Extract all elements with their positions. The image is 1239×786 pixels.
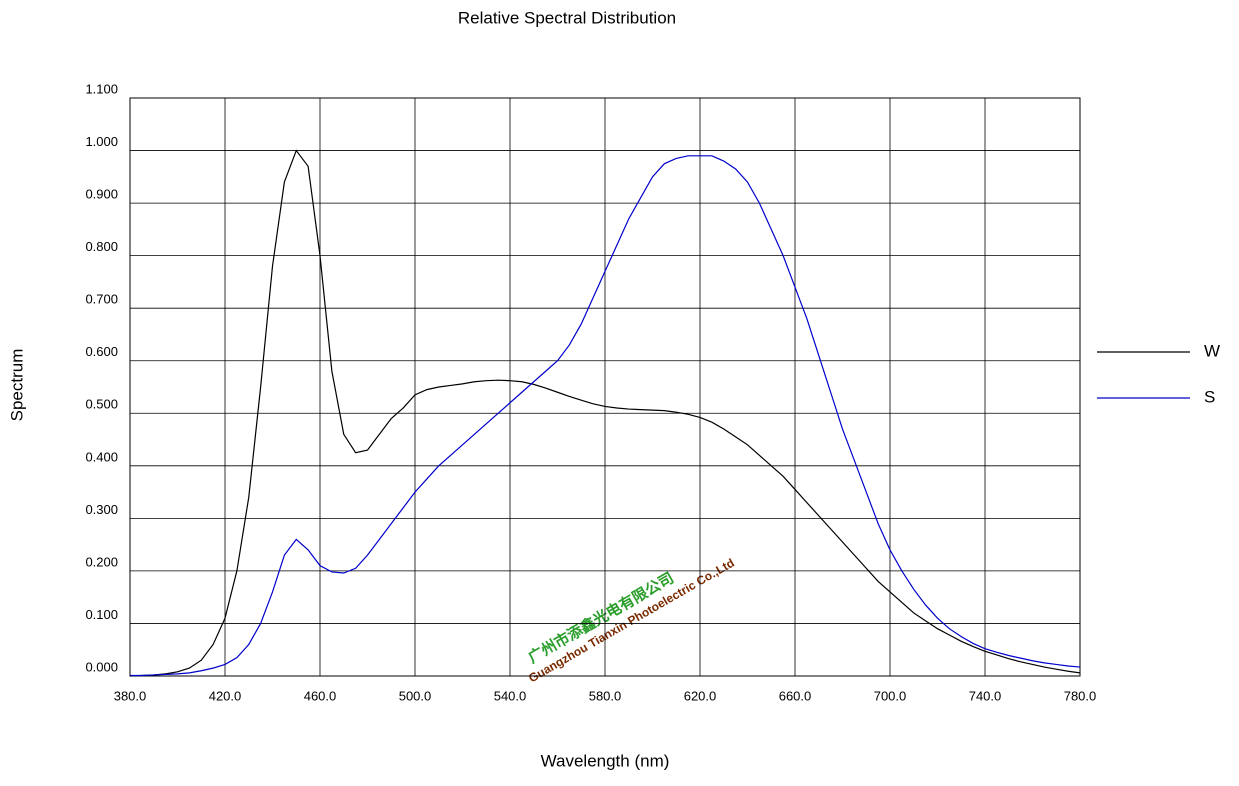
x-axis-title: Wavelength (nm) (541, 751, 670, 770)
y-tick-label: 0.000 (85, 659, 118, 674)
plot-frame (129, 97, 1081, 677)
watermark: 广州市添鑫光电有限公司 (525, 569, 677, 667)
x-tick-label: 660.0 (779, 688, 812, 703)
legend-label: S (1204, 387, 1215, 406)
y-tick-label: 1.100 (85, 81, 118, 96)
y-tick-label: 0.900 (85, 187, 118, 202)
y-tick-label: 0.100 (85, 607, 118, 622)
x-tick-label: 380.0 (114, 688, 147, 703)
x-tick-label: 420.0 (209, 688, 242, 703)
chart-title: Relative Spectral Distribution (458, 8, 676, 27)
series-line (129, 149, 1081, 677)
y-tick-label: 1.000 (85, 134, 118, 149)
x-tick-label: 580.0 (589, 688, 622, 703)
y-tick-label: 0.700 (85, 292, 118, 307)
legend-label: W (1204, 341, 1220, 360)
series-line (130, 155, 1081, 677)
y-tick-label: 0.200 (85, 554, 118, 569)
x-tick-label: 540.0 (494, 688, 527, 703)
y-tick-label: 0.400 (85, 449, 118, 464)
watermark: Guangzhou Tianxin Photoelectric Co.,Ltd (526, 556, 737, 686)
x-tick-label: 620.0 (684, 688, 717, 703)
x-tick-label: 780.0 (1064, 688, 1097, 703)
x-tick-label: 740.0 (969, 688, 1002, 703)
x-tick-label: 700.0 (874, 688, 907, 703)
y-tick-label: 0.500 (85, 397, 118, 412)
x-tick-label: 460.0 (304, 688, 337, 703)
y-axis-title: Spectrum (7, 349, 26, 422)
y-tick-label: 0.300 (85, 502, 118, 517)
y-tick-label: 0.800 (85, 239, 118, 254)
x-tick-label: 500.0 (399, 688, 432, 703)
y-tick-label: 0.600 (85, 344, 118, 359)
